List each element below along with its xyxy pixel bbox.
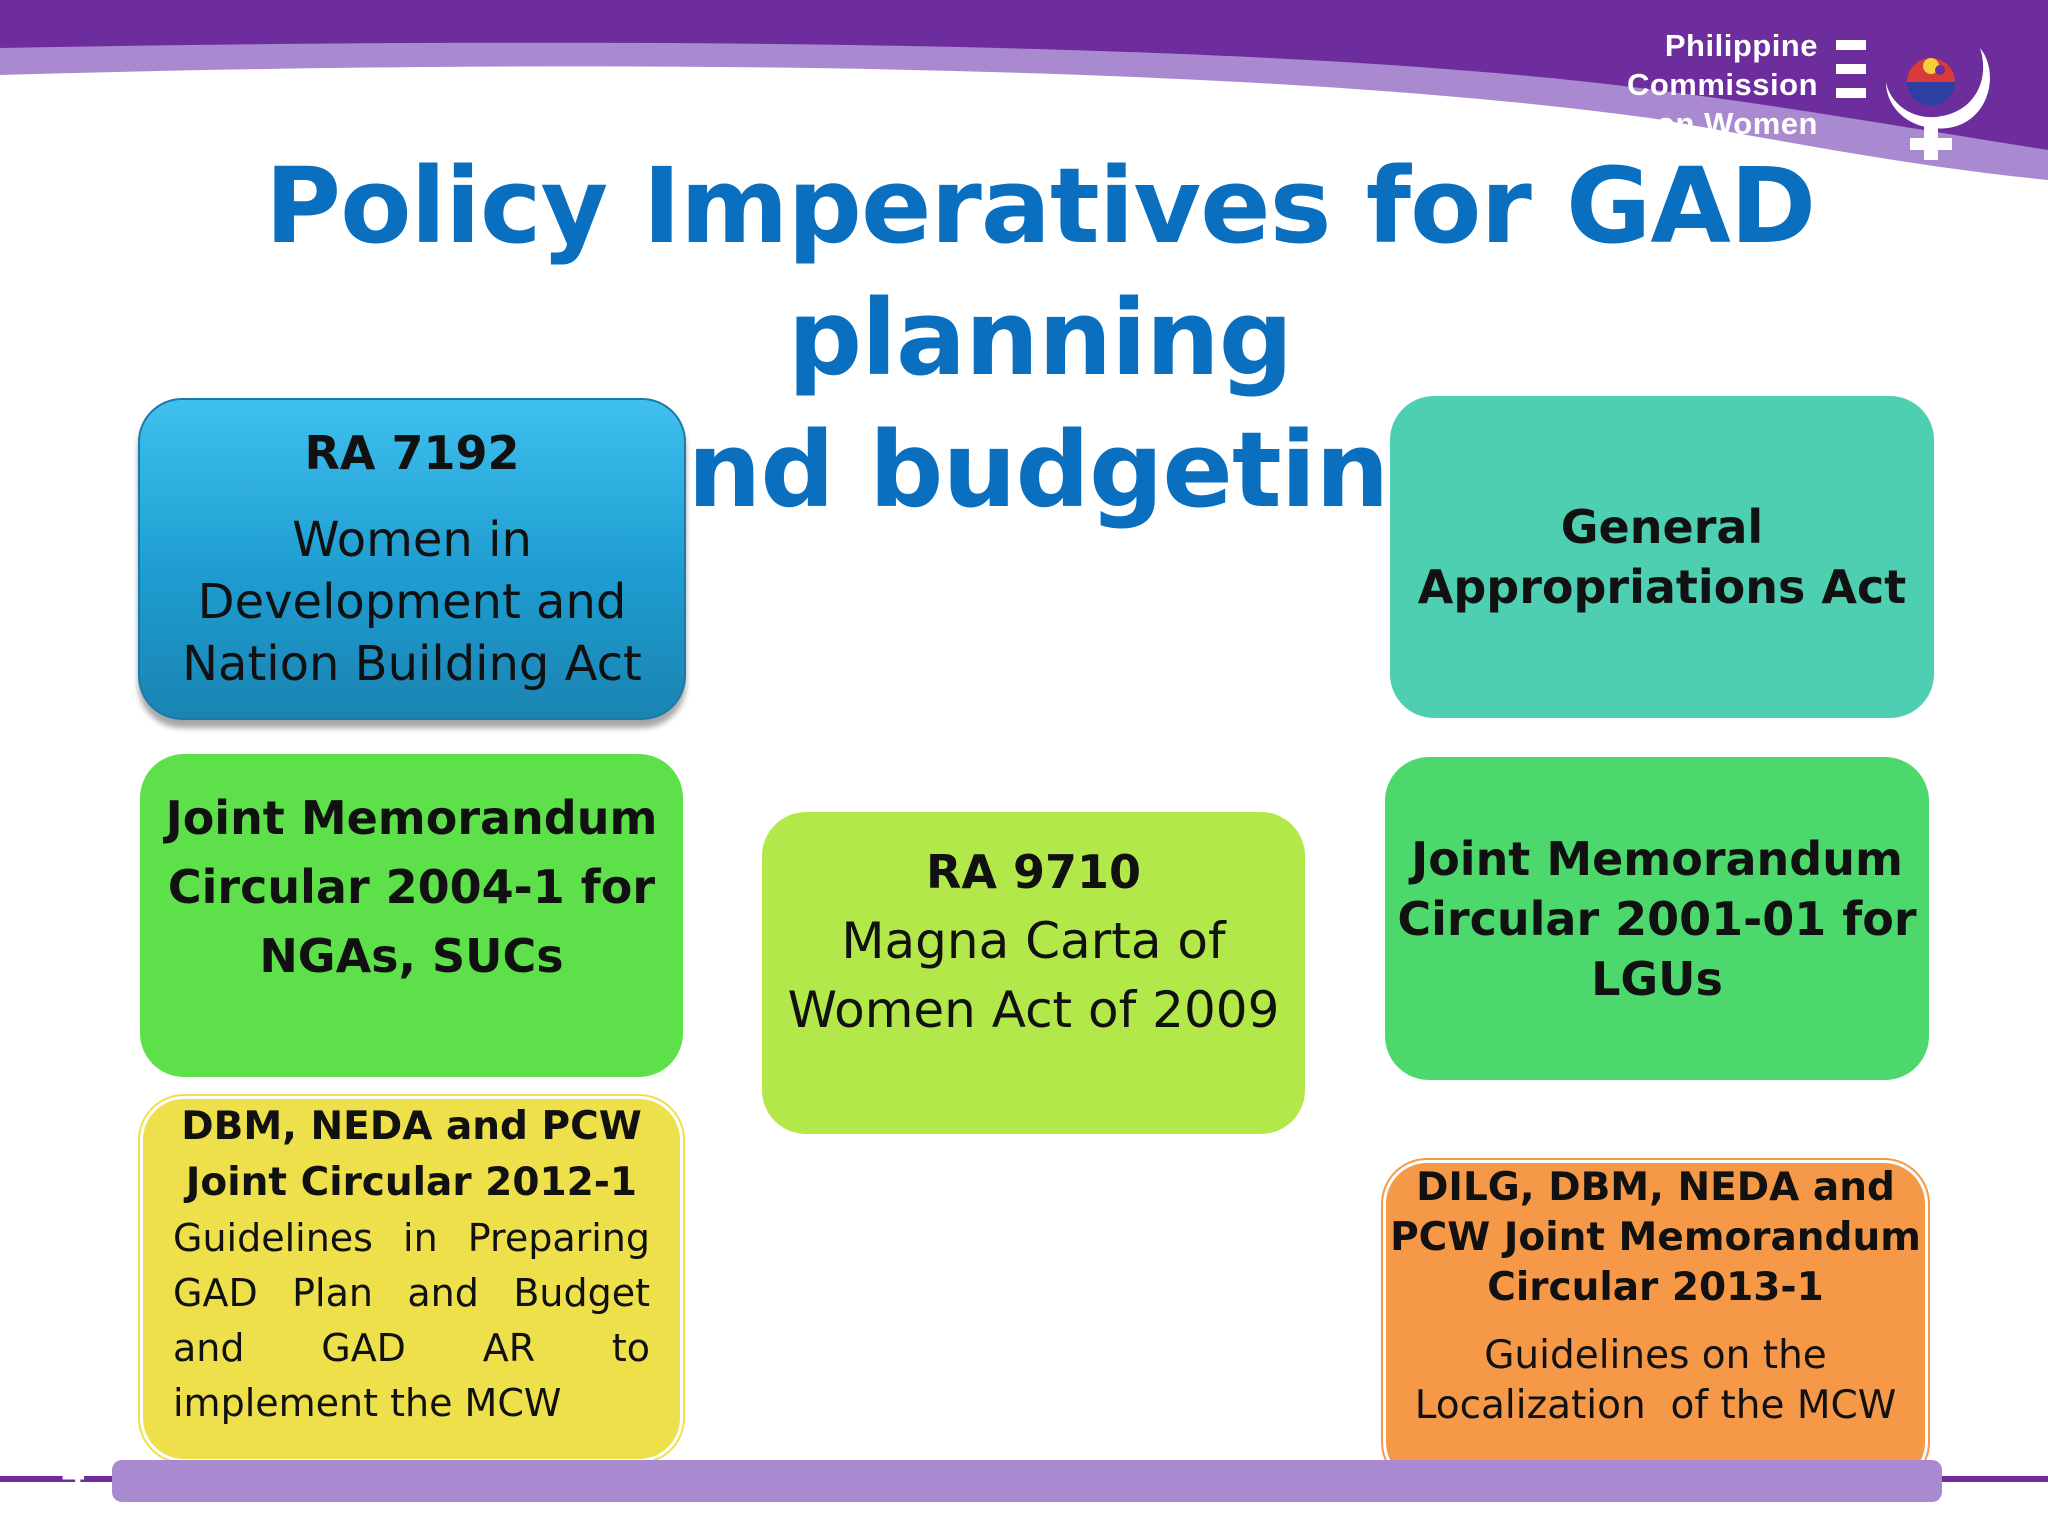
jmc2001-line-3: LGUs bbox=[1591, 951, 1723, 1006]
jc2012-body: Guidelines in Preparing GAD Plan and Bud… bbox=[173, 1216, 650, 1425]
gaa-line-2: Appropriations Act bbox=[1417, 560, 1907, 614]
ra9710-box: RA 9710 Magna Carta of Women Act of 2009 bbox=[762, 812, 1305, 1134]
jmc2013-heading-3: Circular 2013-1 bbox=[1487, 1265, 1824, 1310]
ra7192-box: RA 7192 Women in Development and Nation … bbox=[138, 398, 686, 720]
pcw-logo-text: Philippine Commission on Women bbox=[1626, 28, 1818, 141]
jmc2001-line-2: Circular 2001-01 for bbox=[1397, 891, 1917, 946]
title-line-2: and budgeting bbox=[618, 409, 1463, 531]
title-line-1: Policy Imperatives for GAD planning bbox=[264, 145, 1816, 399]
gaa-line-1: General bbox=[1560, 500, 1764, 554]
gaa-box: General Appropriations Act bbox=[1390, 396, 1934, 718]
jmc2013-heading-2: PCW Joint Memorandum bbox=[1390, 1215, 1921, 1260]
slide-number: 4 bbox=[62, 1450, 85, 1494]
footer-bar bbox=[0, 1452, 2048, 1512]
jmc2013-box: DILG, DBM, NEDA and PCW Joint Memorandum… bbox=[1383, 1160, 1928, 1486]
ra9710-line-1: Magna Carta of bbox=[841, 912, 1226, 970]
jmc2004-line-3: NGAs, SUCs bbox=[259, 929, 564, 983]
jmc2004-line-2: Circular 2004-1 for bbox=[167, 860, 656, 914]
jc2012-box: DBM, NEDA and PCW Joint Circular 2012-1 … bbox=[140, 1096, 683, 1462]
jc2012-heading-2: Joint Circular 2012-1 bbox=[185, 1160, 638, 1205]
header-banner bbox=[0, 0, 2048, 190]
jc2012-heading-1: DBM, NEDA and PCW bbox=[181, 1104, 642, 1149]
pcw-logo-icon bbox=[1830, 12, 2010, 162]
ra7192-line-1: Women in bbox=[292, 512, 532, 568]
jmc2001-line-1: Joint Memorandum bbox=[1411, 831, 1903, 886]
jmc2001-box: Joint Memorandum Circular 2001-01 for LG… bbox=[1385, 757, 1929, 1080]
ra7192-line-2: Development and bbox=[197, 574, 627, 630]
jmc2004-line-1: Joint Memorandum bbox=[165, 791, 658, 845]
ra9710-line-2: Women Act of 2009 bbox=[787, 981, 1280, 1039]
ra9710-heading: RA 9710 bbox=[925, 845, 1142, 899]
page-title: Policy Imperatives for GAD planning and … bbox=[150, 140, 1930, 536]
jmc2013-heading-1: DILG, DBM, NEDA and bbox=[1416, 1165, 1895, 1210]
ra7192-heading: RA 7192 bbox=[304, 426, 520, 480]
jmc2004-box: Joint Memorandum Circular 2004-1 for NGA… bbox=[140, 754, 683, 1077]
jmc2013-line-1: Guidelines on the bbox=[1484, 1333, 1827, 1378]
jmc2013-line-2: Localization of the MCW bbox=[1414, 1383, 1897, 1428]
ra7192-line-3: Nation Building Act bbox=[182, 636, 642, 692]
